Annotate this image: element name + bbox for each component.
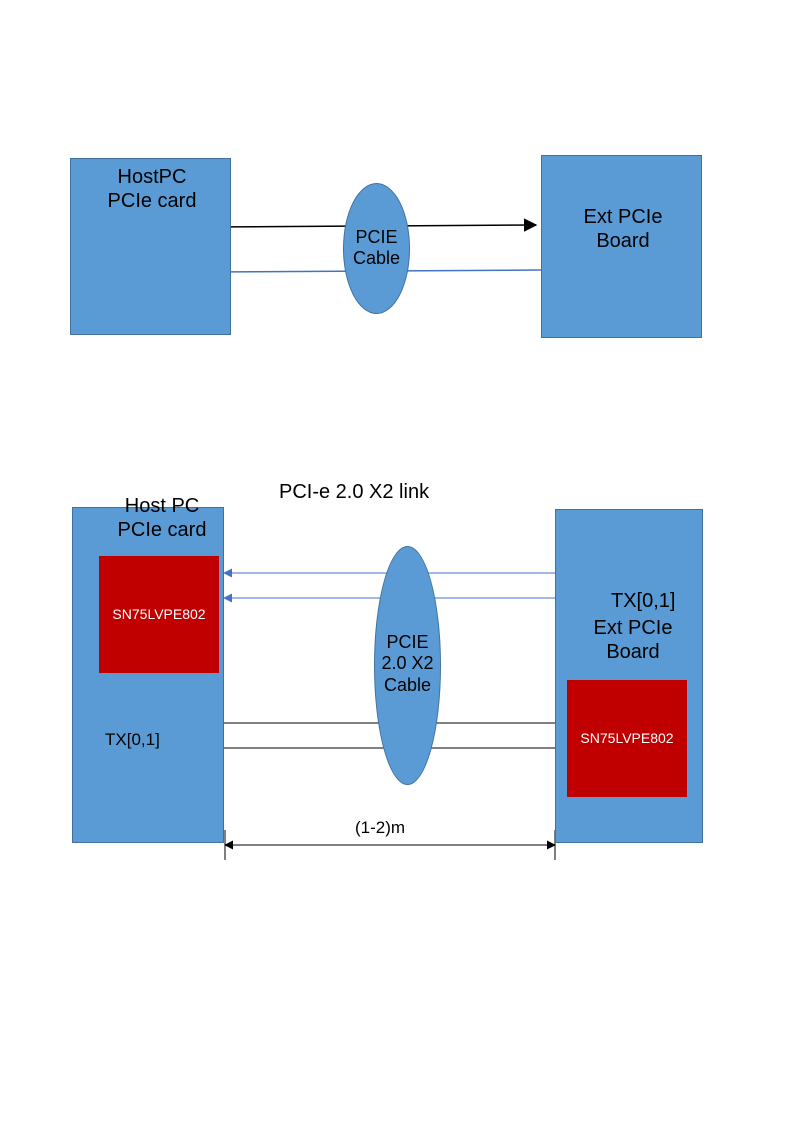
ext-chip-label: SN75LVPE802 bbox=[567, 730, 687, 747]
section-title: PCI-e 2.0 X2 link bbox=[279, 480, 429, 504]
host-box-label: HostPC PCIe card bbox=[82, 165, 222, 213]
diagram-stage: HostPC PCIe card Ext PCIe Board PCIE Cable… bbox=[0, 0, 794, 1123]
ext-box-label-2: Ext PCIe Board bbox=[583, 616, 683, 664]
host-box-label-2: Host PC PCIe card bbox=[107, 494, 217, 542]
tx-left-label: TX[0,1] bbox=[105, 730, 160, 750]
cable-label: PCIE Cable bbox=[341, 227, 412, 270]
tx-right-label: TX[0,1] bbox=[611, 589, 675, 613]
dimension-label: (1-2)m bbox=[355, 818, 405, 838]
host-chip-label: SN75LVPE802 bbox=[99, 606, 219, 623]
cable-label-2: PCIE 2.0 X2 Cable bbox=[370, 632, 445, 697]
ext-box-label: Ext PCIe Board bbox=[568, 205, 678, 253]
